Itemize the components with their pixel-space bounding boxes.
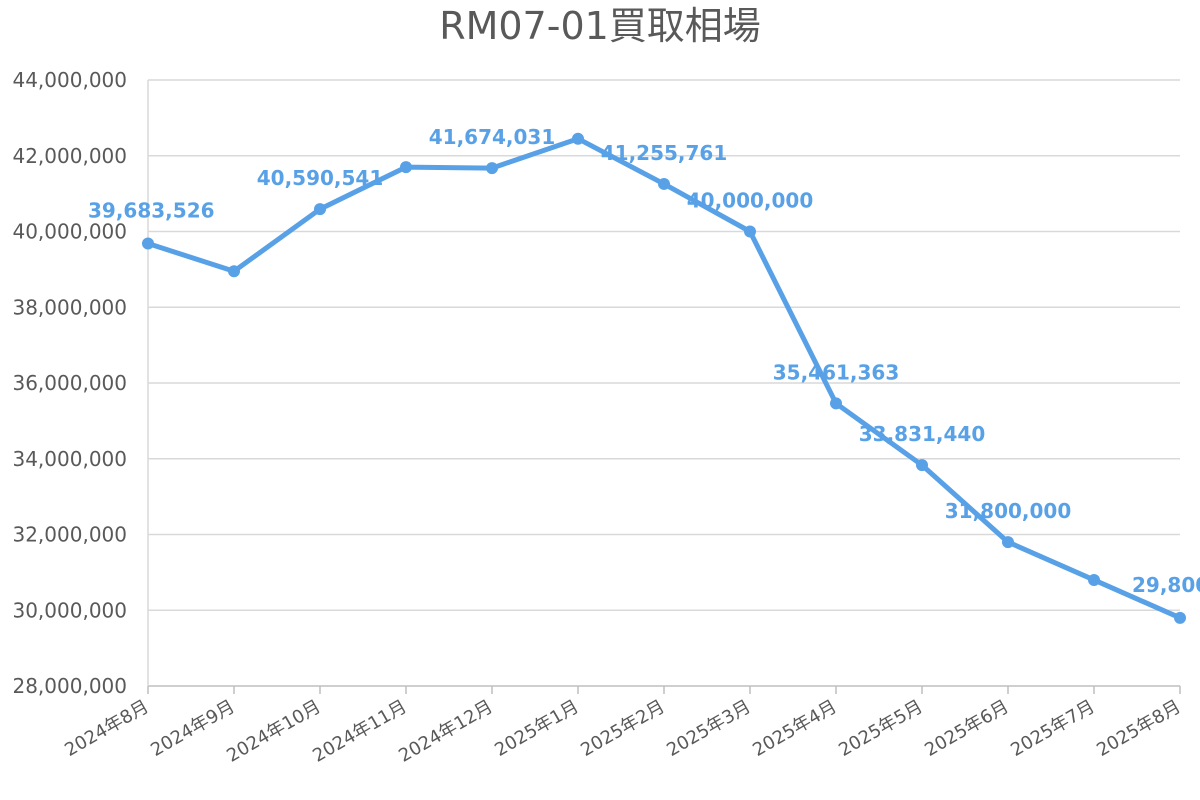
data-label: 41,674,031 [429,125,556,149]
data-point [486,162,498,175]
data-label: 33,831,440 [859,422,986,446]
y-tick-label: 40,000,000 [12,220,127,244]
y-tick-label: 32,000,000 [12,523,127,547]
y-tick-label: 36,000,000 [12,371,127,395]
data-point [142,237,154,250]
y-tick-label: 44,000,000 [12,68,127,92]
y-tick-label: 38,000,000 [12,295,127,319]
data-point [314,203,326,216]
x-tick-label: 2024年12月 [395,696,496,767]
chart-title: RM07-01買取相場 [439,4,761,48]
data-point [916,459,928,472]
data-point [400,161,412,174]
data-labels: 39,683,526 40,590,541 41,674,031 41,255,761… [88,125,1200,597]
x-tick-label: 2025年3月 [663,696,754,761]
x-tick-label: 2025年7月 [1007,696,1098,761]
x-tick-label: 2024年8月 [61,696,152,761]
y-tick-label: 42,000,000 [12,144,127,168]
y-tick-label: 28,000,000 [12,674,127,698]
data-point [744,225,756,238]
x-tick-label: 2024年11月 [309,696,410,767]
x-tick-label: 2025年4月 [749,696,840,761]
data-point [830,397,842,410]
data-label: 31,800,000 [945,499,1072,523]
series-line-group [142,132,1186,624]
series-line [145,136,1183,621]
x-tick-label: 2025年6月 [921,696,1012,761]
data-label: 40,590,541 [257,166,384,190]
data-label: 41,255,761 [601,141,728,165]
data-point [572,132,584,145]
y-tick-label: 30,000,000 [12,598,127,622]
x-tick-label: 2025年2月 [577,696,668,761]
x-tick-label: 2025年1月 [491,696,582,761]
data-label: 40,000,000 [687,189,814,213]
x-tick-label: 2025年5月 [835,696,926,761]
x-tick-label: 2024年10月 [223,696,324,767]
axes: 28,000,000 30,000,000 32,000,000 34,000,000… [12,68,1184,767]
data-label: 35,461,363 [773,360,900,384]
data-point [658,177,670,190]
data-point [1088,573,1100,586]
data-point [228,265,240,278]
y-tick-label: 34,000,000 [12,447,127,471]
data-point [1174,611,1186,624]
data-label: 29,800, [1132,573,1200,597]
data-label: 39,683,526 [88,198,215,222]
x-tick-label: 2025年8月 [1093,696,1184,761]
data-point [1002,536,1014,549]
